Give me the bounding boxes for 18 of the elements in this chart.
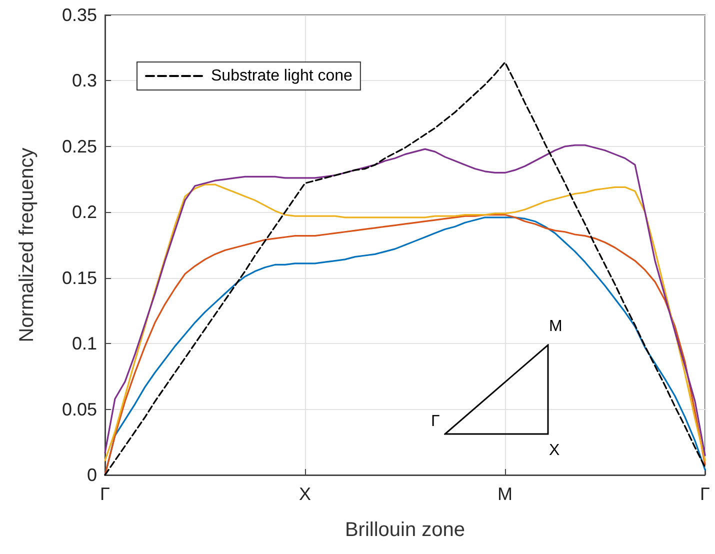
x-tick-label: X: [298, 484, 312, 504]
annotation: M: [549, 318, 562, 336]
x-tick-label: Γ: [700, 484, 710, 504]
x-tick-label: M: [498, 484, 512, 504]
x-tick-label: Γ: [100, 484, 110, 504]
y-axis-title: Normalized frequency: [16, 148, 38, 342]
y-tick-label: 0.25: [62, 136, 97, 156]
x-axis-title: Brillouin zone: [344, 519, 466, 541]
y-tick-label: 0.15: [62, 268, 97, 288]
y-tick-label: 0.35: [62, 5, 97, 25]
y-tick-label: 0: [86, 465, 97, 485]
y-tick-label: 0.1: [72, 334, 97, 354]
y-tick-label: 0.3: [72, 70, 97, 91]
y-tick-label: 0.2: [72, 202, 97, 222]
legend-label: Substrate light cone: [211, 68, 353, 84]
annotation: Γ: [431, 413, 440, 431]
y-tick-label: 0.05: [62, 399, 97, 420]
annotation: X: [549, 442, 560, 460]
